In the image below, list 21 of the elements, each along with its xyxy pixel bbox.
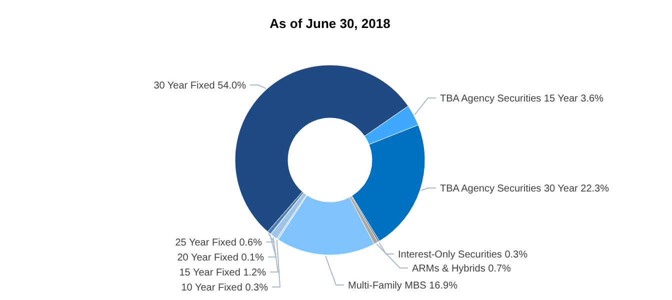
slice-label: 15 Year Fixed (179, 268, 240, 278)
data-label: 3.6% (580, 94, 604, 104)
data-label: 0.3% (504, 250, 528, 260)
data-label: 54.0% (218, 80, 246, 92)
data-label: 0.3% (245, 282, 268, 294)
slice-label: 20 Year Fixed (177, 252, 238, 264)
data-label: 1.2% (243, 268, 266, 278)
slice-label: TBA Agency Securities 15 Year (440, 94, 579, 104)
data-label: 0.7% (488, 264, 512, 274)
slice-label: Multi-Family MBS (348, 280, 427, 292)
data-label: 0.6% (239, 238, 262, 248)
data-label: 16.9% (429, 280, 458, 292)
chart-title: As of June 30, 2018 (270, 16, 390, 31)
slice-label: 10 Year Fixed (181, 282, 242, 294)
data-label: 22.3% (580, 184, 610, 194)
slice-label: TBA Agency Securities 30 Year (440, 184, 579, 194)
slice-label: Interest-Only Securities (398, 250, 502, 260)
slice-label: ARMs & Hybrids (412, 264, 486, 274)
data-label: 0.1% (241, 252, 264, 264)
slice-label: 25 Year Fixed (175, 238, 236, 248)
slice-label: 30 Year Fixed (154, 80, 215, 92)
